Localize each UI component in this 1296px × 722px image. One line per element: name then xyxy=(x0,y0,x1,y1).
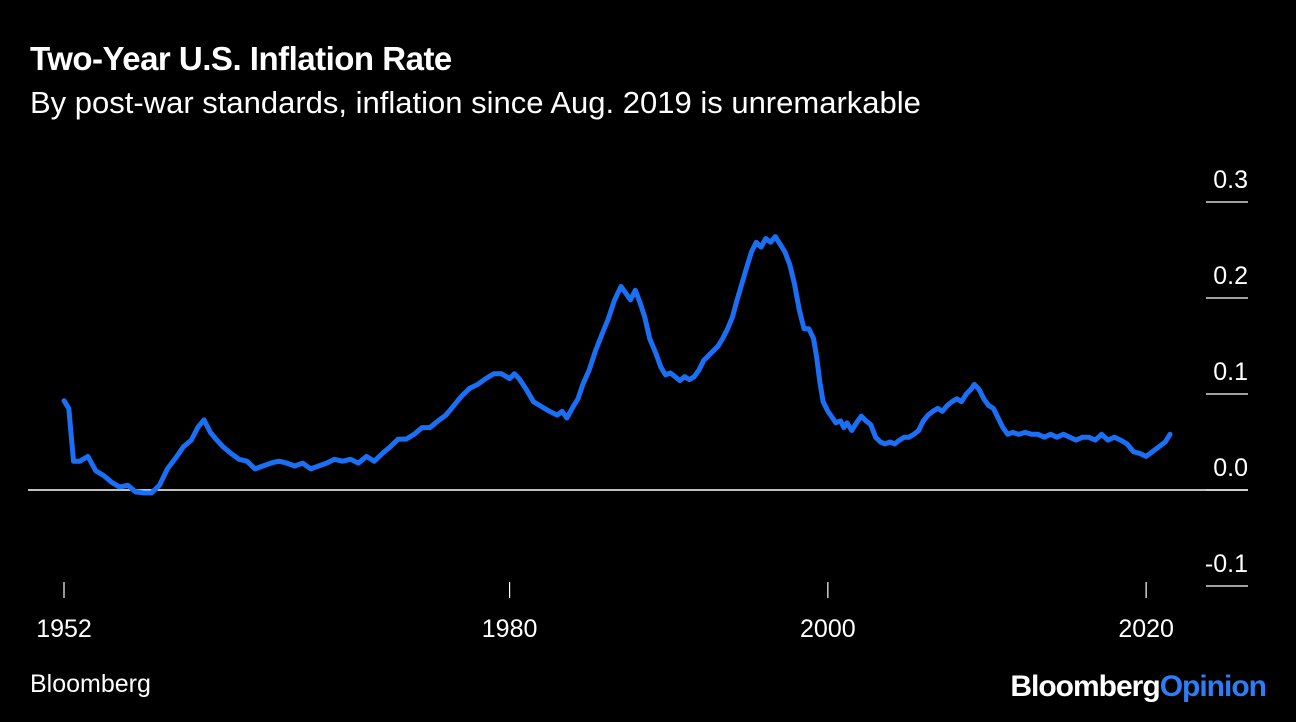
y-tick-label: 0.3 xyxy=(1213,166,1248,194)
brand-logo-part2: Opinion xyxy=(1159,670,1267,703)
source-note: Bloomberg xyxy=(30,670,151,698)
y-tick-label: -0.1 xyxy=(1205,550,1248,578)
series-line xyxy=(61,234,1173,496)
chart-title: Two-Year U.S. Inflation Rate xyxy=(30,40,452,77)
brand-logo: BloombergOpinion xyxy=(1010,670,1267,704)
y-tick-label: 0.0 xyxy=(1213,454,1248,482)
brand-logo-part1: Bloomberg xyxy=(1010,670,1160,703)
chart-subtitle: By post-war standards, inflation since A… xyxy=(30,85,921,120)
x-tick-label: 1980 xyxy=(482,615,538,643)
x-tick-label: 2000 xyxy=(800,615,856,643)
y-tick-label: 0.1 xyxy=(1213,358,1248,386)
y-tick-label: 0.2 xyxy=(1213,262,1248,290)
x-tick-label: 1952 xyxy=(36,615,92,643)
x-tick-label: 2020 xyxy=(1118,615,1174,643)
